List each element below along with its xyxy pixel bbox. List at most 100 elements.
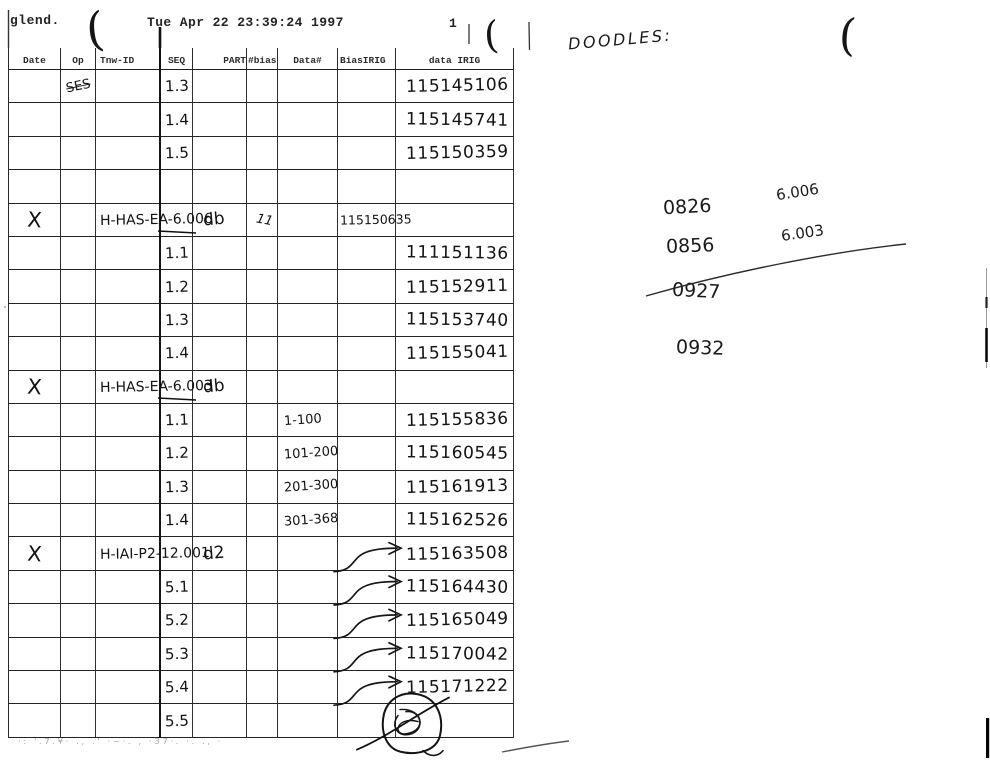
column-header-biasirig: BiasIRIG xyxy=(338,48,396,70)
cell-tnw_id xyxy=(96,604,161,638)
handwritten-seq: 1.4 xyxy=(164,110,189,129)
cell-date xyxy=(9,437,61,471)
cell-tnw_id xyxy=(96,403,161,438)
handwritten-tnw_id: H-IAI-P2-12.001 xyxy=(99,544,210,563)
column-header-part: PART xyxy=(193,48,247,70)
handwritten-seq: 1.3 xyxy=(164,76,189,96)
cell-num_bias xyxy=(247,570,278,605)
table-row: 1.2 101-200 115160545 xyxy=(9,437,514,471)
cell-num_bias xyxy=(247,70,278,104)
scan-line xyxy=(528,21,531,51)
handwritten-seq: 1.2 xyxy=(164,277,189,296)
cell-data_irig: 115160545 xyxy=(396,437,514,471)
table-row: 1.3 201-300 115161913 xyxy=(9,470,514,505)
cell-seq: 5.3 xyxy=(161,637,193,672)
handwritten-data_irig: 115164430 xyxy=(405,576,509,598)
cell-num_bias xyxy=(247,170,278,204)
cell-seq: 5.2 xyxy=(161,604,193,638)
cell-op xyxy=(61,437,96,471)
cell-bias_irig xyxy=(338,236,396,271)
cell-part xyxy=(193,270,247,304)
cell-seq: 1.5 xyxy=(161,136,193,171)
cell-seq: 1.1 xyxy=(161,403,193,438)
handwritten-data_irig: 115163508 xyxy=(405,542,509,565)
cell-tnw_id xyxy=(96,437,161,471)
cell-date xyxy=(9,637,61,672)
page-number: 1 xyxy=(449,16,457,31)
cell-seq: 1.2 xyxy=(161,270,193,304)
table-body: SES 1.3 115145106 1.4 115145741 1.5 115150359 X… xyxy=(9,70,514,738)
handwritten-seq: 1.2 xyxy=(164,444,189,463)
doodle-time: 0932 xyxy=(675,336,725,360)
cell-bias_irig xyxy=(338,570,396,605)
cell-op xyxy=(61,236,96,271)
handwritten-seq: 5.1 xyxy=(164,577,189,597)
cell-bias_irig xyxy=(338,403,396,438)
cell-tnw_id xyxy=(96,470,161,505)
cell-data_num xyxy=(278,70,338,104)
cell-data_irig: 115153740 xyxy=(396,303,514,338)
table-row: X H-HAS-EA-6.006 db 11 115150635 xyxy=(9,203,514,237)
cell-data_irig: 115163508 xyxy=(396,537,514,571)
cell-tnw_id xyxy=(96,70,161,104)
cell-bias_irig xyxy=(338,504,396,538)
cell-tnw_id xyxy=(96,570,161,605)
table-row: SES 1.3 115145106 xyxy=(9,70,514,104)
cell-data_irig: 115171222 xyxy=(396,671,514,705)
handwritten-tnw_id: H-HAS-EA-6.006 xyxy=(99,210,214,229)
cell-tnw_id xyxy=(96,504,161,538)
cell-data_num xyxy=(278,604,338,638)
handwritten-date: X xyxy=(26,374,43,400)
cell-bias_irig xyxy=(338,537,396,571)
cell-num_bias xyxy=(247,337,278,371)
handwritten-seq: 1.5 xyxy=(164,143,189,163)
cell-data_num xyxy=(278,203,338,237)
cell-op xyxy=(61,671,96,705)
handwritten-data_irig: 115155041 xyxy=(405,342,509,365)
cell-bias_irig xyxy=(338,170,396,204)
cell-data_num: 1-100 xyxy=(278,403,338,438)
table-row: X H-HAS-EA-6.003 db xyxy=(9,370,514,404)
cell-data_irig: 115164430 xyxy=(396,570,514,605)
cell-op xyxy=(61,570,96,605)
cell-seq: 1.4 xyxy=(161,103,193,137)
header-timestamp: Tue Apr 22 23:39:24 1997 xyxy=(147,15,344,30)
cell-seq: 1.1 xyxy=(161,236,193,271)
cell-data_irig: 115155836 xyxy=(396,403,514,438)
cell-seq: 5.4 xyxy=(161,671,193,705)
table-row: 1.3 115153740 xyxy=(9,303,514,338)
cell-seq xyxy=(161,203,193,237)
table-header-row: Date Op Tnw-ID SEQ PART #bias Data# BiasIRIG dat… xyxy=(9,48,514,70)
cell-num_bias xyxy=(247,303,278,338)
table-row xyxy=(9,170,514,204)
cell-part xyxy=(193,103,247,137)
column-header-op: Op xyxy=(61,48,96,70)
cell-date xyxy=(9,170,61,204)
cell-tnw_id xyxy=(96,637,161,672)
cell-bias_irig xyxy=(338,136,396,171)
cell-seq: 1.4 xyxy=(161,504,193,538)
cell-data_num xyxy=(278,170,338,204)
cell-num_bias xyxy=(247,370,278,404)
handwritten-date: X xyxy=(26,541,43,567)
cell-data_irig xyxy=(396,370,514,404)
handwritten-seq: 5.5 xyxy=(164,711,189,731)
cell-num_bias: 11 xyxy=(247,203,278,237)
handwritten-tnw_id: H-HAS-EA-6.003 xyxy=(99,377,214,396)
cell-data_irig: 115145106 xyxy=(396,70,514,104)
cell-op xyxy=(61,136,96,171)
doodles-label: DOODLES: xyxy=(567,25,674,54)
handwritten-data_irig: 111151136 xyxy=(405,242,509,264)
cell-seq: 5.5 xyxy=(161,704,193,738)
cell-data_irig: 115165049 xyxy=(396,604,514,638)
cell-seq xyxy=(161,537,193,571)
handwritten-num_bias: 11 xyxy=(252,212,276,230)
cell-date xyxy=(9,704,61,738)
cell-data_num: 101-200 xyxy=(278,437,339,471)
handwritten-data_irig: 115161913 xyxy=(405,475,509,498)
cell-bias_irig xyxy=(338,303,396,338)
scan-speck xyxy=(4,306,6,308)
cell-tnw_id xyxy=(96,170,161,204)
column-header-tnw-id: Tnw-ID xyxy=(96,48,161,70)
cell-part xyxy=(193,170,247,204)
